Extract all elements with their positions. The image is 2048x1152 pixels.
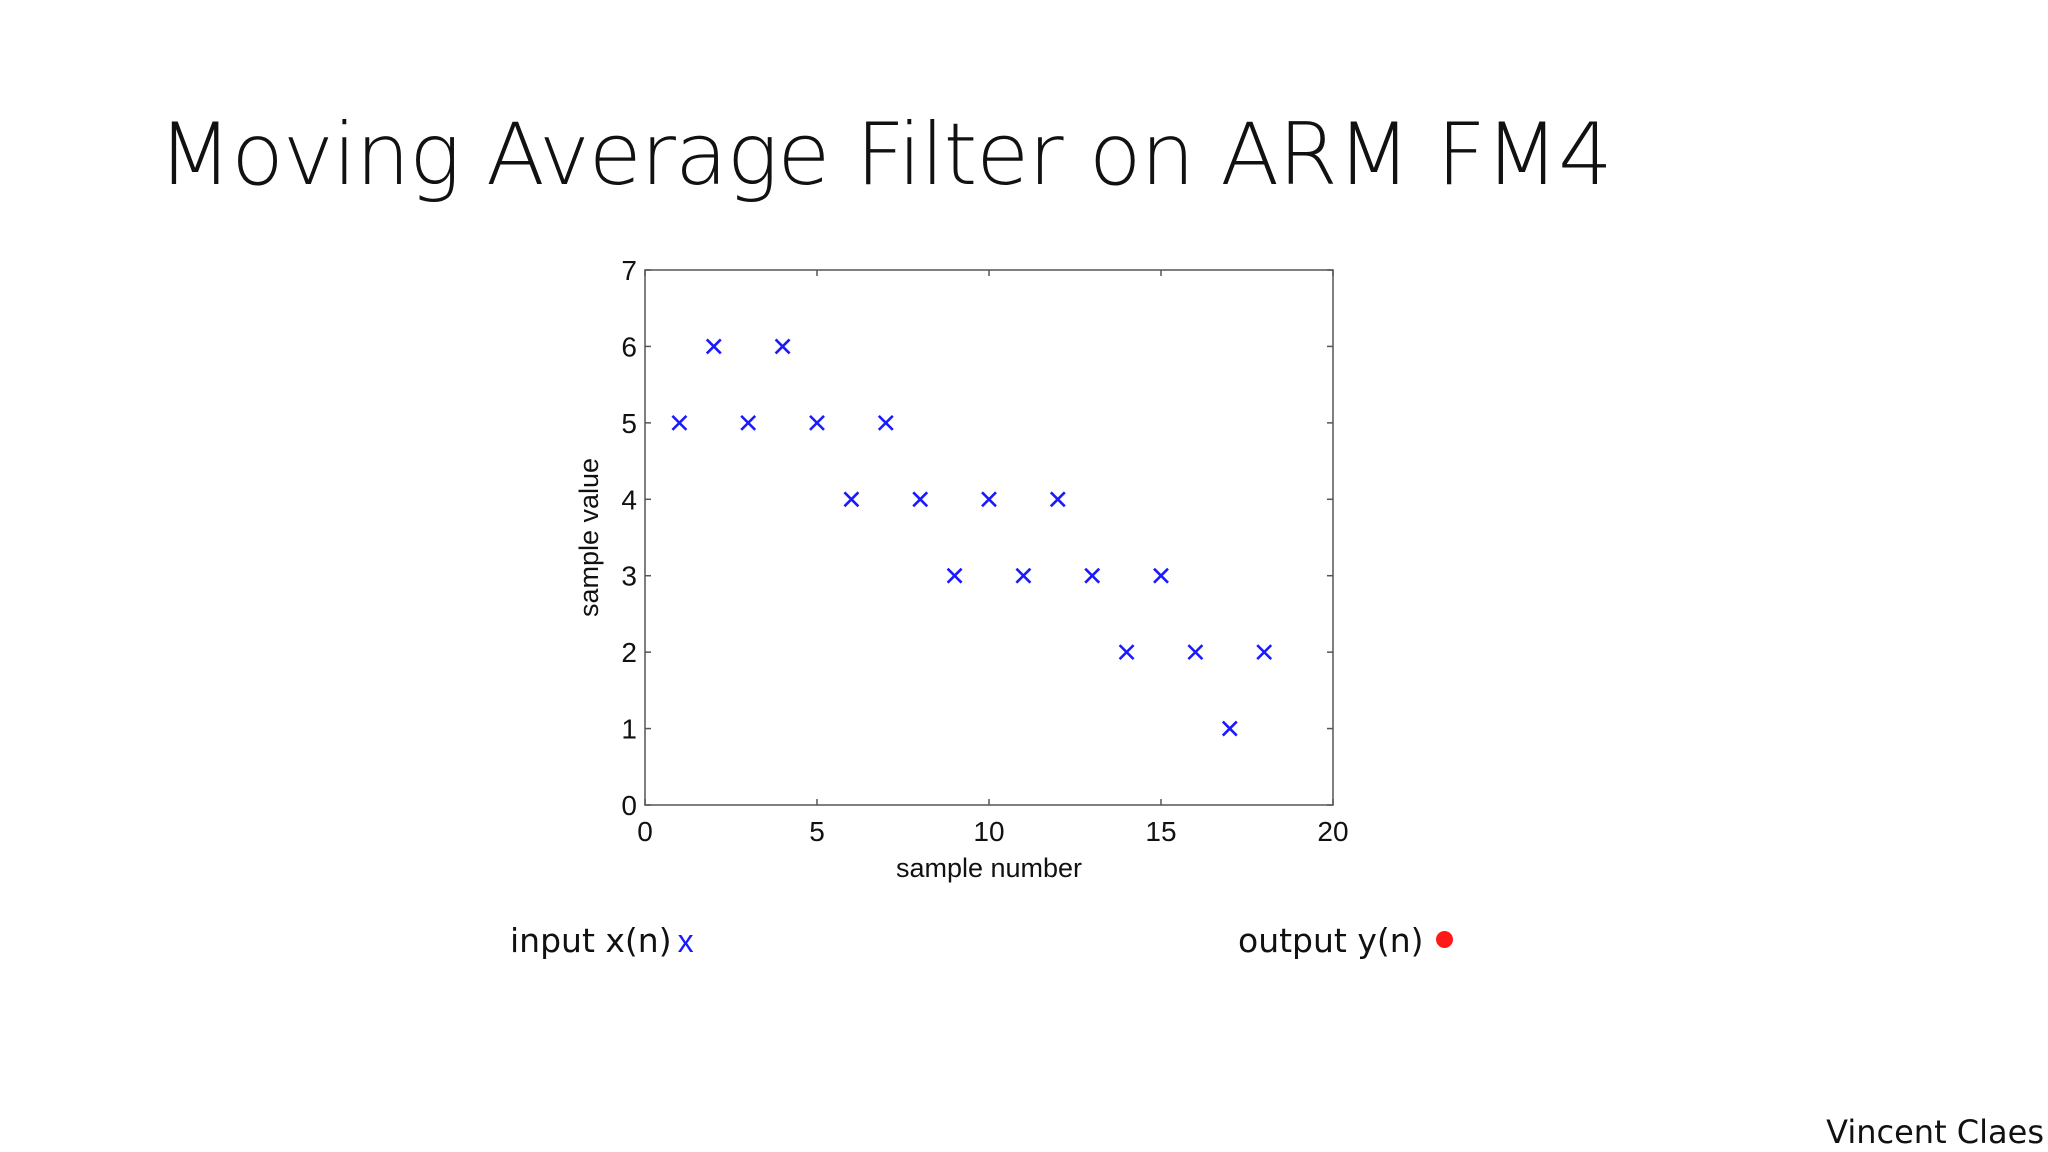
data-point-x-marker — [740, 414, 757, 431]
data-point-x-marker — [843, 491, 860, 508]
x-tick-label: 15 — [1145, 816, 1176, 847]
author-name: Vincent Claes — [1826, 1113, 2044, 1151]
data-point-x-marker — [981, 491, 997, 508]
slide-title: Moving Average Filter on ARM FM4 — [158, 105, 1613, 205]
y-tick-label: 4 — [621, 484, 637, 515]
x-tick-label: 5 — [809, 816, 825, 847]
legend-input: input x(n) x — [510, 924, 694, 957]
x-tick-label: 20 — [1317, 816, 1348, 847]
data-point-x-marker — [1221, 720, 1238, 737]
data-point-x-marker — [877, 414, 894, 431]
legend-output: output y(n) — [1238, 924, 1453, 957]
legend-input-label: input x(n) — [510, 921, 672, 960]
y-tick-label: 2 — [621, 637, 637, 668]
plot-frame — [644, 269, 1334, 806]
data-point-x-marker — [1153, 567, 1169, 584]
x-tick-label: 0 — [637, 816, 653, 847]
data-point-x-marker — [946, 567, 963, 584]
data-point-x-marker — [1049, 491, 1066, 508]
y-tick-label: 1 — [621, 714, 637, 745]
y-tick-label: 5 — [621, 408, 637, 439]
y-tick-label: 7 — [621, 255, 637, 286]
data-point-x-marker — [1187, 644, 1204, 661]
data-point-x-marker — [809, 414, 825, 431]
data-point-x-marker — [705, 338, 722, 355]
legend-output-marker-icon — [1435, 931, 1453, 948]
data-point-x-marker — [1015, 567, 1032, 584]
y-axis-label: sample value — [574, 458, 604, 617]
data-point-x-marker — [1256, 644, 1273, 661]
data-point-x-marker — [912, 491, 929, 508]
data-point-x-marker — [1084, 567, 1101, 584]
data-point-x-marker — [671, 414, 688, 431]
x-tick-label: 10 — [973, 816, 1004, 847]
data-point-x-marker — [1118, 644, 1135, 661]
y-tick-label: 3 — [621, 561, 637, 592]
data-point-x-marker — [774, 338, 791, 355]
legend-input-marker-icon: x — [677, 923, 694, 959]
x-axis-label: sample number — [896, 853, 1082, 883]
y-tick-label: 0 — [621, 790, 637, 821]
y-tick-label: 6 — [621, 331, 637, 362]
legend-output-label: output y(n) — [1238, 921, 1424, 960]
